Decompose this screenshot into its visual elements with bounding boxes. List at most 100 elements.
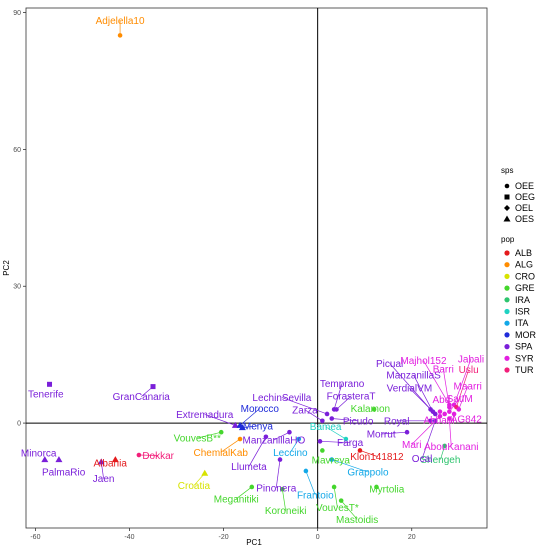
data-point [287, 429, 292, 435]
leader-line [359, 450, 378, 457]
data-point [55, 456, 63, 463]
data-point [238, 424, 246, 431]
x-tick-label: 20 [408, 534, 416, 541]
point-label: Majhol152 [400, 356, 447, 367]
point-label: Minorca [21, 449, 57, 460]
leader-line [281, 397, 328, 415]
point-label: Jaen [93, 474, 115, 485]
y-axis-ticks: 0 30 60 90 [13, 10, 26, 428]
leader-line [389, 363, 431, 410]
leader-line [239, 408, 261, 426]
data-point [371, 407, 377, 412]
data-point [447, 409, 452, 414]
legend-pop-label: ITA [515, 318, 528, 328]
data-points [41, 33, 462, 503]
point-label: Adjelella10 [96, 16, 145, 27]
point-label: VerdialVM [387, 383, 433, 394]
legend-sps-label: OES [515, 214, 534, 224]
legend-pop-label: IRA [515, 295, 530, 305]
data-point [296, 436, 302, 442]
y-tick-label: 60 [13, 147, 21, 154]
plot-panel: Adjelella10 Tenerife GranCanaria Extremadur… [21, 7, 488, 529]
x-tick-label: -20 [219, 534, 229, 541]
data-point [329, 457, 335, 462]
leader-line [325, 426, 347, 440]
point-label: Shengeh [420, 455, 460, 466]
data-point [404, 429, 410, 435]
data-point [442, 443, 447, 449]
leader-line [336, 395, 352, 410]
point-label: Frantoio [297, 491, 334, 502]
legend-pop-label: MOR [515, 330, 536, 340]
leader-line [331, 459, 369, 473]
point-label: Abd [432, 395, 450, 406]
data-point [117, 33, 123, 38]
point-label: Extremadura [176, 410, 234, 421]
point-label: ChemlalKab [194, 448, 249, 459]
legend-pop-label: GRE [515, 283, 535, 293]
x-tick-label: -60 [30, 534, 40, 541]
y-tick-label: 30 [13, 284, 21, 291]
legend-pop-key [504, 320, 510, 326]
data-point [324, 411, 330, 417]
point-label: AbouKanani [424, 442, 479, 453]
leader-line [421, 420, 436, 459]
data-point [320, 418, 325, 424]
point-label: Morrut [367, 430, 396, 441]
data-point [201, 469, 209, 476]
data-point [231, 421, 239, 428]
leader-line [197, 431, 222, 439]
point-label: Menya [243, 421, 273, 432]
point-label: Royal [384, 416, 410, 427]
legend-pop-label: SPA [515, 342, 532, 352]
leader-line [242, 425, 258, 428]
point-label: Jabali [458, 354, 484, 365]
data-point [437, 413, 443, 419]
data-point [111, 456, 119, 463]
point-label: AG842 [451, 414, 483, 425]
leader-line [333, 486, 338, 508]
legend-pop-title: pop [501, 235, 515, 244]
legend-pop-label: CRO [515, 271, 535, 281]
legend-sps-key [503, 215, 511, 222]
legend-pop-key [504, 297, 510, 303]
leader-line [413, 375, 434, 412]
leader-line [381, 431, 408, 435]
legend-sps-label: OEG [515, 192, 535, 202]
point-label: Myrtolia [369, 484, 404, 495]
data-point [456, 407, 462, 412]
point-label: ManzanillaHO [242, 435, 305, 446]
legend-pop-key [504, 367, 510, 373]
data-point [338, 498, 344, 503]
data-point [432, 411, 438, 417]
leader-line [319, 440, 351, 444]
leader-line [333, 383, 343, 410]
legend-pop-key [504, 250, 510, 256]
data-point [263, 434, 269, 440]
data-point [303, 468, 309, 474]
leader-line [282, 489, 287, 511]
point-label: Leccino [273, 448, 308, 459]
point-labels: Adjelella10 Tenerife GranCanaria Extremadur… [21, 16, 484, 526]
point-label: Pinonera [256, 483, 296, 494]
data-point [334, 407, 339, 412]
data-point [331, 484, 337, 490]
point-label: GranCanaria [113, 392, 171, 403]
data-point [237, 436, 243, 442]
point-label: Mavreya [312, 456, 351, 467]
data-point [357, 448, 363, 453]
leader-line [304, 409, 323, 422]
point-label: Meganitiki [214, 494, 259, 505]
legend-pop-key [504, 273, 510, 279]
leader-line [340, 500, 358, 520]
point-label: Maarri [454, 382, 482, 393]
data-point [317, 439, 323, 444]
leader-line [423, 360, 450, 406]
point-label: Bamea [310, 422, 342, 433]
legend-pop-label: TUR [515, 365, 534, 375]
x-axis-title: PC1 [246, 538, 262, 547]
point-label: Zarza [292, 405, 318, 416]
legend-pop-key [504, 355, 510, 361]
legend-sps-key [504, 194, 510, 200]
